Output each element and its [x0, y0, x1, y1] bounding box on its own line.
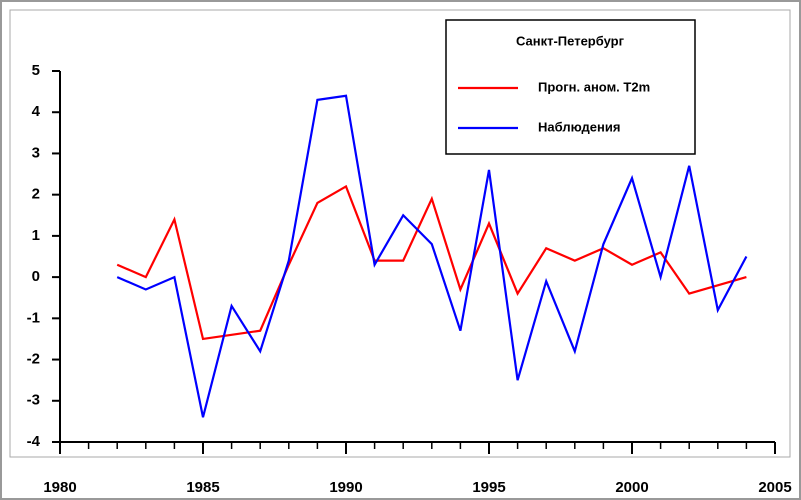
y-tick-label: 0: [32, 268, 40, 285]
y-tick-label: 1: [32, 227, 40, 244]
plot-frame: [9, 9, 791, 458]
x-tick-label: 1980: [43, 479, 76, 496]
x-tick-label: 1990: [329, 479, 362, 496]
legend-label: Наблюдения: [538, 119, 620, 134]
series-line: [116, 184, 747, 341]
x-tick-label: 1995: [472, 479, 505, 496]
y-tick-label: -1: [27, 309, 40, 326]
x-tick-label: 1985: [186, 479, 219, 496]
legend-label: Прогн. аном. T2m: [538, 79, 650, 94]
y-tick-label: 2: [32, 186, 40, 203]
series-line: [116, 94, 748, 418]
y-tick-label: 4: [32, 103, 41, 120]
y-tick-label: -3: [27, 392, 40, 409]
y-tick-label: 5: [32, 62, 40, 79]
y-tick-label: 3: [32, 144, 40, 161]
x-tick-label: 2005: [758, 479, 791, 496]
y-tick-label: -2: [27, 351, 40, 368]
y-tick-label: -4: [27, 433, 41, 450]
x-tick-label: 2000: [615, 479, 648, 496]
legend-title: Санкт-Петербург: [516, 33, 625, 48]
